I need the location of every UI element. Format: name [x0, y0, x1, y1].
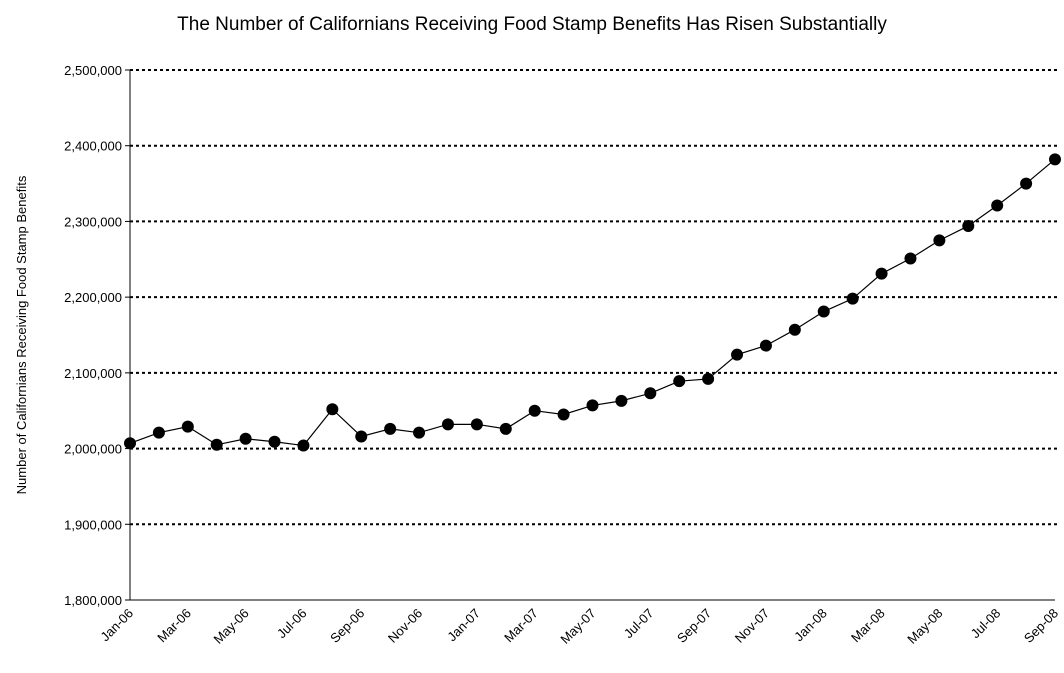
data-point — [673, 375, 686, 388]
data-point — [586, 399, 599, 412]
data-point — [470, 418, 483, 431]
x-tick-label: Sep-06 — [327, 606, 367, 646]
data-point — [875, 267, 888, 280]
data-point — [268, 435, 281, 448]
data-point — [702, 372, 715, 385]
x-tick-label: Jul-08 — [968, 606, 1004, 642]
data-point — [644, 387, 657, 400]
x-tick-label: Mar-06 — [154, 606, 194, 646]
x-tick-label: Mar-08 — [848, 606, 888, 646]
data-point — [1020, 177, 1033, 190]
data-point — [528, 404, 541, 417]
data-point — [991, 199, 1004, 212]
data-point — [384, 422, 397, 435]
data-point — [355, 430, 368, 443]
y-tick-label: 2,000,000 — [64, 442, 122, 457]
data-point — [297, 439, 310, 452]
data-point — [557, 408, 570, 421]
data-point — [759, 339, 772, 352]
data-point — [904, 252, 917, 265]
data-point — [1049, 153, 1061, 166]
y-tick-label: 1,900,000 — [64, 517, 122, 532]
y-tick-label: 2,400,000 — [64, 139, 122, 154]
x-tick-label: May-07 — [557, 606, 598, 647]
x-tick-label: Nov-07 — [732, 606, 772, 646]
x-tick-label: May-08 — [904, 606, 945, 647]
data-point — [210, 438, 223, 451]
x-tick-label: Jul-06 — [274, 606, 310, 642]
y-tick-label: 2,500,000 — [64, 63, 122, 78]
data-point — [124, 437, 136, 450]
x-tick-label: Jan-07 — [444, 606, 483, 645]
data-point — [413, 426, 426, 439]
data-point — [239, 432, 252, 445]
x-tick-label: Nov-06 — [385, 606, 425, 646]
x-tick-label: Jan-06 — [97, 606, 136, 645]
data-point — [962, 219, 975, 232]
data-point — [817, 305, 830, 318]
y-axis-label: Number of Californians Receiving Food St… — [14, 175, 29, 494]
data-point — [326, 403, 339, 416]
x-tick-label: Sep-07 — [674, 606, 714, 646]
x-tick-label: Jul-07 — [621, 606, 657, 642]
y-tick-label: 2,100,000 — [64, 366, 122, 381]
y-tick-label: 2,200,000 — [64, 290, 122, 305]
x-tick-label: Jan-08 — [791, 606, 830, 645]
data-point — [181, 420, 194, 433]
chart-title: The Number of Californians Receiving Foo… — [177, 14, 887, 35]
data-point — [731, 348, 744, 361]
x-tick-label: Mar-07 — [501, 606, 541, 646]
x-tick-label: May-06 — [210, 606, 251, 647]
data-point — [615, 394, 628, 407]
data-point — [933, 234, 946, 247]
data-point — [152, 426, 165, 439]
data-point — [499, 422, 512, 435]
y-tick-label: 1,800,000 — [64, 593, 122, 608]
x-tick-label: Sep-08 — [1021, 606, 1061, 646]
y-tick-label: 2,300,000 — [64, 214, 122, 229]
data-point — [441, 418, 454, 431]
data-point — [788, 323, 801, 336]
data-point — [846, 292, 859, 305]
